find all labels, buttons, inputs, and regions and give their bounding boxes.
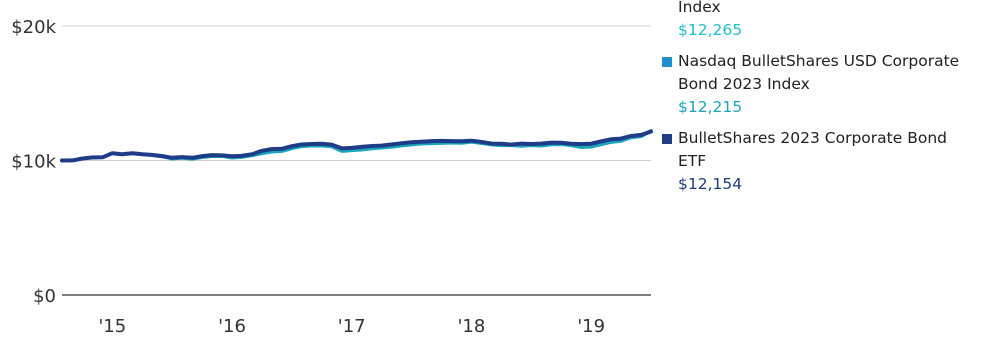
x-tick-label: '16 (218, 316, 246, 337)
y-tick-label: $20k (11, 17, 56, 38)
legend: Index $12,265 Nasdaq BulletShares USD Co… (662, 0, 980, 204)
legend-item-clipped: Index $12,265 (662, 0, 980, 42)
x-tick-label: '19 (577, 316, 605, 337)
legend-item-etf: BulletShares 2023 Corporate Bond ETF $12… (662, 127, 980, 196)
x-tick-label: '18 (457, 316, 485, 337)
series-line-etf (60, 129, 653, 163)
y-tick-labels: $0 $10k $20k (11, 17, 56, 307)
x-tick-label: '15 (98, 316, 126, 337)
legend-label-index: Nasdaq BulletShares USD Corporate Bond 2… (678, 52, 960, 93)
y-tick-label: $10k (11, 152, 56, 173)
legend-value-index: $12,215 (678, 98, 743, 116)
legend-value-clipped: $12,265 (678, 21, 743, 39)
legend-label-clipped: Index (678, 0, 721, 16)
y-tick-label: $0 (33, 286, 56, 307)
legend-value-etf: $12,154 (678, 175, 743, 193)
x-tick-labels: '15 '16 '17 '18 '19 (98, 316, 605, 337)
legend-item-index: Nasdaq BulletShares USD Corporate Bond 2… (662, 50, 980, 119)
series-lines (60, 128, 653, 163)
legend-swatch-etf (662, 134, 672, 144)
gridlines (62, 25, 651, 296)
x-tick-label: '17 (338, 316, 366, 337)
legend-label-etf: BulletShares 2023 Corporate Bond ETF (678, 129, 947, 170)
legend-swatch-index (662, 57, 672, 67)
